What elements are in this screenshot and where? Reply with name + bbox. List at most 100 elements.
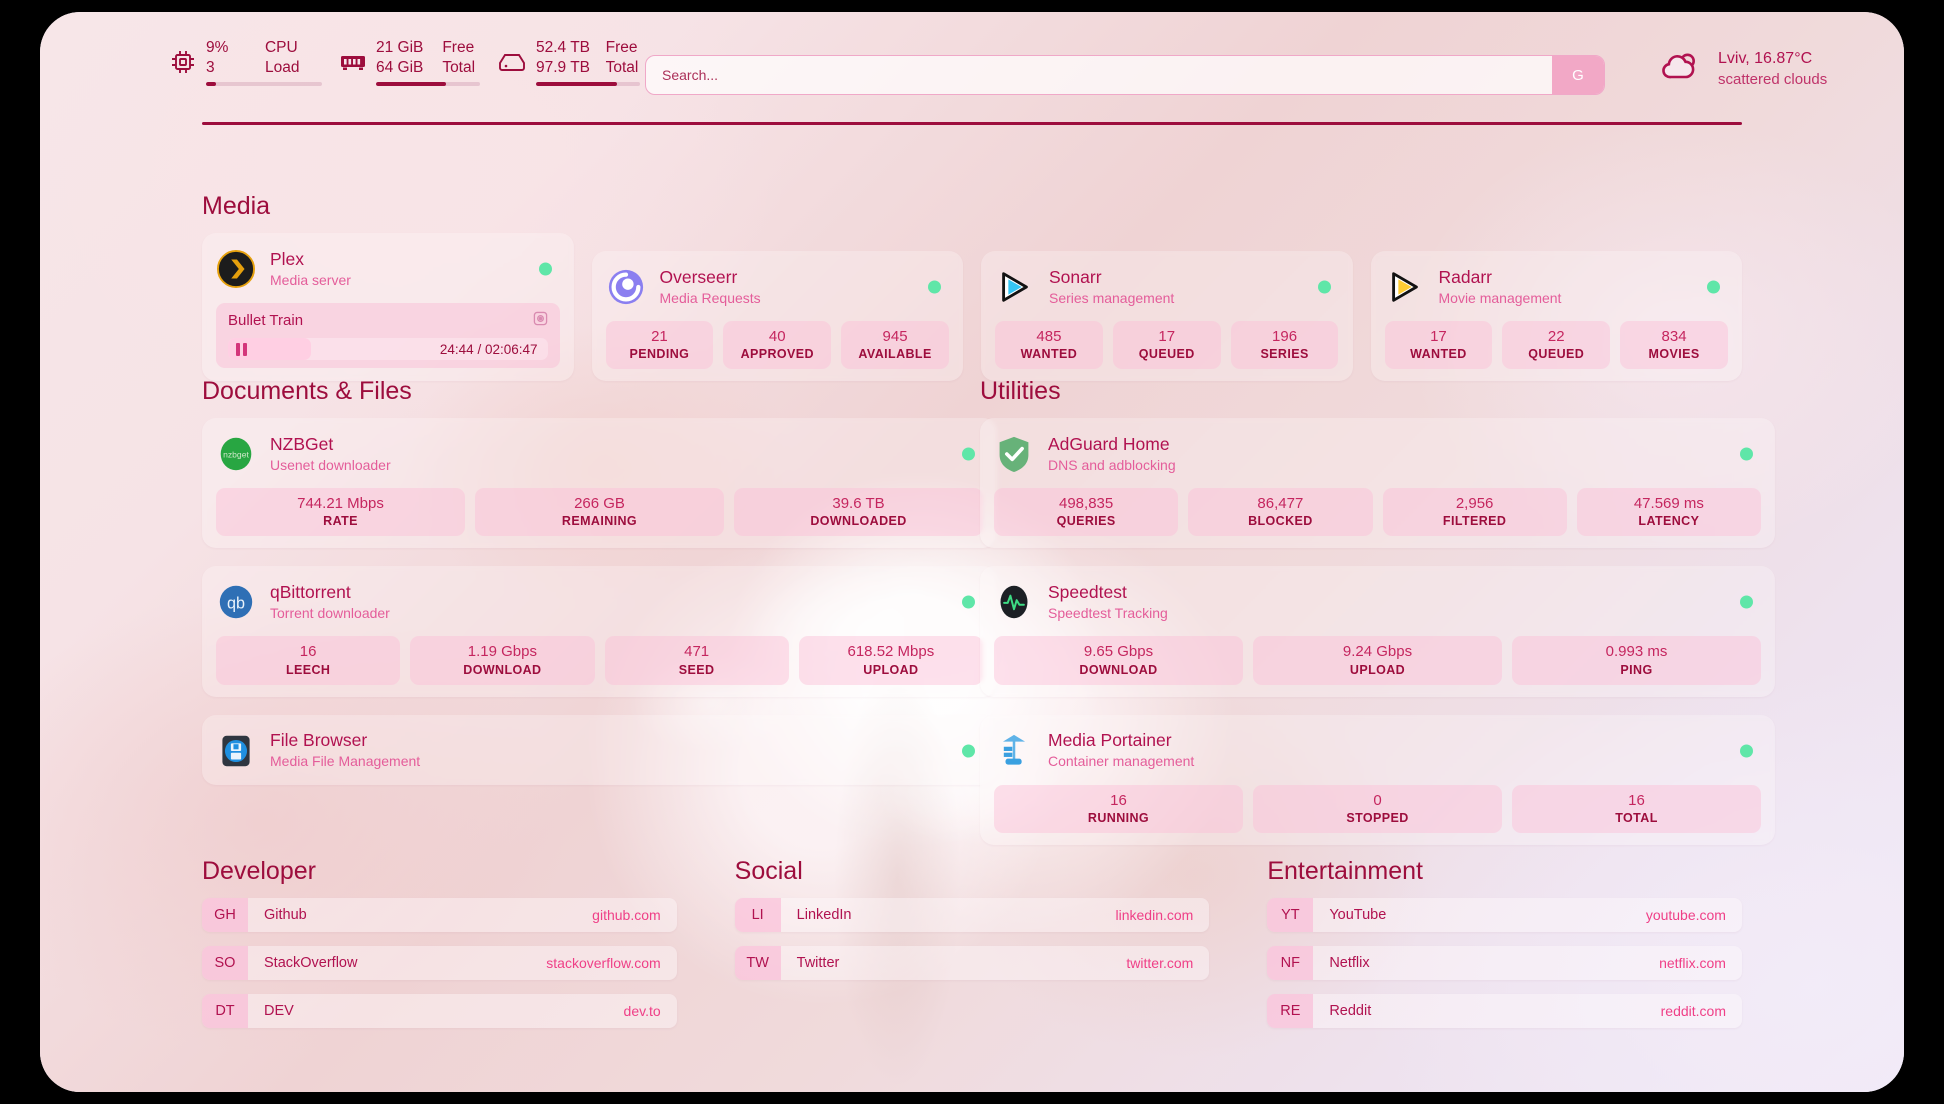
service-card[interactable]: nzbget NZBGet Usenet downloader 744.21 Mbp… — [202, 418, 997, 549]
service-stat-value: 9.65 Gbps — [1083, 643, 1154, 661]
system-stat-label-2: Load — [264, 58, 300, 76]
service-stat-label: APPROVED — [740, 347, 814, 362]
bookmark-link[interactable]: NF Netflix netflix.com — [1267, 946, 1742, 980]
search-input[interactable] — [646, 56, 1552, 94]
service-card[interactable]: Radarr Movie management 17 WANTED 22 QUEUE… — [1370, 251, 1742, 382]
service-card[interactable]: Media Portainer Container management 16 R… — [980, 714, 1775, 845]
service-name: Radarr — [1438, 266, 1493, 287]
status-indicator-online — [1707, 280, 1720, 294]
service-stat-value: 0.993 ms — [1605, 643, 1668, 661]
system-stat-ram: 21 GiB Free 64 GiB Total — [340, 38, 480, 87]
ram-icon — [340, 52, 366, 72]
weather-widget: Lviv, 16.87°C scattered clouds — [1660, 48, 1827, 90]
header-divider — [202, 122, 1742, 125]
bookmark-name: YouTube — [1329, 907, 1387, 923]
status-indicator-online — [1740, 595, 1753, 609]
service-stat-value: 196 — [1272, 328, 1298, 345]
bookmark-group-title: Social — [734, 857, 803, 885]
service-card-header[interactable]: Radarr Movie management — [1385, 265, 1729, 309]
bookmark-link[interactable]: GH Github github.com — [202, 898, 677, 932]
service-card-header[interactable]: Speedtest Speedtest Tracking — [994, 580, 1761, 624]
service-card-header[interactable]: Sonarr Series management — [995, 265, 1339, 309]
service-card[interactable]: Sonarr Series management 485 WANTED 17 QUE… — [981, 251, 1353, 382]
service-card[interactable]: Plex Media server Bullet Train 24:44 / 0… — [202, 233, 574, 382]
service-card[interactable]: File Browser Media File Management — [202, 714, 997, 785]
system-stat-label-1: Free — [605, 38, 638, 56]
service-stat-label: LEECH — [285, 662, 331, 677]
portainer-icon — [994, 731, 1034, 771]
service-stats: 498,835 QUERIES 86,477 BLOCKED 2,956 FILTE… — [994, 488, 1761, 537]
service-stat-value: 945 — [882, 328, 908, 345]
service-stat-value: 17 — [1158, 328, 1176, 345]
bookmark-badge: NF — [1267, 946, 1314, 980]
service-stat-value: 21 — [651, 328, 668, 345]
service-card-header[interactable]: AdGuard Home DNS and adblocking — [994, 432, 1761, 476]
search-submit-button[interactable]: G — [1552, 56, 1604, 94]
service-stat-value: 22 — [1547, 328, 1565, 345]
bookmark-link[interactable]: RE Reddit reddit.com — [1267, 994, 1742, 1028]
service-card[interactable]: Overseerr Media Requests 21 PENDING 40 APP… — [591, 251, 963, 382]
service-card[interactable]: qb qBittorrent Torrent downloader 16 LEECH… — [202, 566, 997, 697]
bookmark-badge: SO — [202, 946, 248, 980]
system-stat-bar — [206, 82, 322, 87]
service-name: Plex — [270, 248, 305, 269]
service-card-header[interactable]: Plex Media server — [216, 247, 560, 291]
service-stat: 834 MOVIES — [1620, 321, 1728, 370]
cast-icon[interactable] — [533, 311, 548, 330]
service-card-header[interactable]: Media Portainer Container management — [994, 729, 1761, 773]
service-stat-value: 618.52 Mbps — [847, 643, 935, 661]
service-stat-value: 40 — [768, 328, 786, 345]
bookmark-link[interactable]: DT DEV dev.to — [202, 994, 677, 1028]
playback-progress-bar[interactable]: 24:44 / 02:06:47 — [228, 338, 548, 360]
service-stat-label: FILTERED — [1442, 514, 1507, 529]
service-card-header[interactable]: qb qBittorrent Torrent downloader — [216, 580, 983, 624]
bookmark-url: linkedin.com — [1115, 907, 1194, 923]
system-stat-label-1: Free — [442, 38, 475, 56]
bookmark-badge: LI — [734, 898, 781, 932]
system-stat-value-1: 9% — [206, 38, 229, 56]
now-playing-title: Bullet Train — [228, 312, 304, 329]
bookmark-link[interactable]: YT YouTube youtube.com — [1267, 898, 1742, 932]
bookmark-name: Reddit — [1329, 1003, 1372, 1019]
bookmark-group: Entertainment YT YouTube youtube.com NF Ne… — [1267, 857, 1742, 1042]
service-card[interactable]: Speedtest Speedtest Tracking 9.65 Gbps DO… — [980, 566, 1775, 697]
system-stat-bar — [536, 82, 640, 87]
system-stat-value-1: 52.4 TB — [536, 38, 591, 56]
bookmark-group-title: Developer — [202, 857, 316, 885]
service-name: NZBGet — [270, 433, 334, 454]
bookmark-link[interactable]: LI LinkedIn linkedin.com — [734, 898, 1210, 932]
service-stat: 0 STOPPED — [1253, 784, 1502, 833]
service-name: Overseerr — [659, 266, 738, 287]
section-title-media: Media — [202, 192, 271, 220]
service-subtitle: Movie management — [1438, 289, 1562, 306]
service-card[interactable]: AdGuard Home DNS and adblocking 498,835 Q… — [980, 418, 1775, 549]
service-card-header[interactable]: Overseerr Media Requests — [606, 265, 950, 309]
service-stat-value: 16 — [1628, 791, 1645, 809]
service-stat-label: AVAILABLE — [858, 347, 932, 362]
bookmark-url: twitter.com — [1126, 955, 1194, 971]
bookmark-group: Social LI LinkedIn linkedin.com TW Twitter… — [734, 857, 1210, 1042]
service-stat: 0.993 ms PING — [1512, 636, 1761, 685]
service-stat-label: MOVIES — [1648, 347, 1700, 362]
bookmark-link[interactable]: TW Twitter twitter.com — [734, 946, 1210, 980]
service-stat: 498,835 QUERIES — [994, 488, 1179, 537]
service-stat: 16 LEECH — [216, 636, 401, 685]
service-stat: 9.24 Gbps UPLOAD — [1253, 636, 1502, 685]
service-card-header[interactable]: nzbget NZBGet Usenet downloader — [216, 432, 983, 476]
bookmark-link[interactable]: SO StackOverflow stackoverflow.com — [202, 946, 677, 980]
service-card-header[interactable]: File Browser Media File Management — [216, 729, 983, 773]
service-stat: 945 AVAILABLE — [841, 321, 949, 370]
playback-time: 24:44 / 02:06:47 — [439, 341, 538, 357]
bookmark-url: stackoverflow.com — [546, 955, 661, 971]
cloud-icon — [1660, 50, 1702, 87]
service-stat-label: DOWNLOADED — [810, 514, 907, 529]
radarr-icon — [1385, 267, 1425, 307]
pause-icon[interactable] — [236, 342, 247, 356]
service-stat: 16 TOTAL — [1512, 784, 1761, 833]
search-bar[interactable]: G — [645, 55, 1605, 95]
service-stat-label: DOWNLOAD — [463, 662, 542, 677]
filebrowser-icon — [216, 731, 256, 771]
service-stat-label: UPLOAD — [1349, 662, 1406, 677]
status-indicator-online — [1317, 280, 1331, 294]
service-subtitle: DNS and adblocking — [1048, 456, 1176, 473]
